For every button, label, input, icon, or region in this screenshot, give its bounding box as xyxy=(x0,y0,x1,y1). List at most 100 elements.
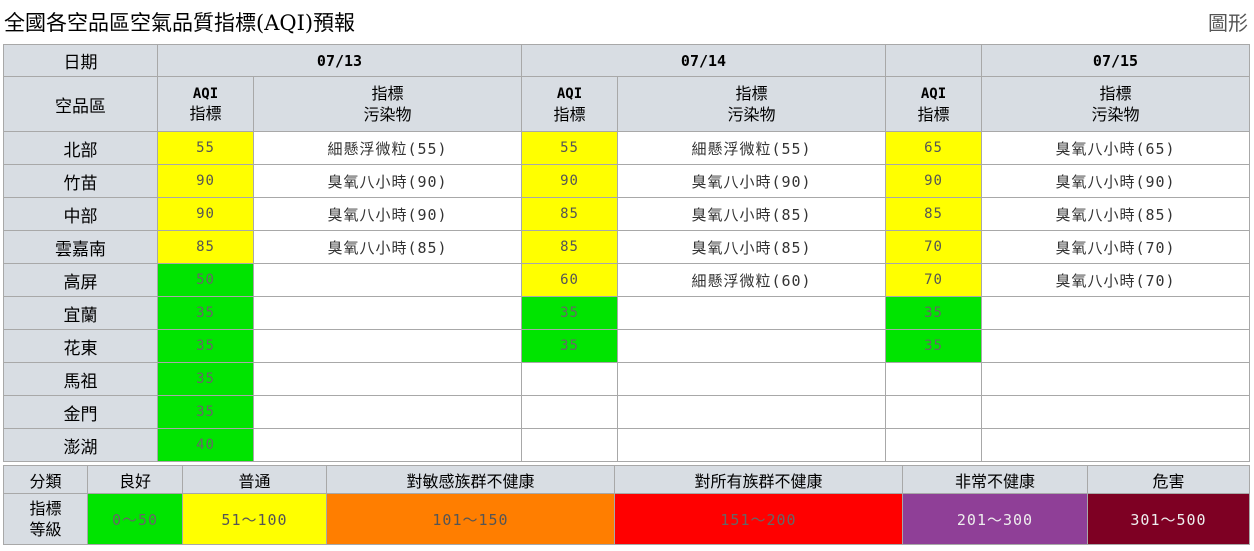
legend-range-usg: 101～150 xyxy=(326,493,615,545)
legend-range-very_unhealthy: 201～300 xyxy=(902,493,1088,545)
aqi-header-line1: AQI xyxy=(556,85,583,102)
table-row: 雲嘉南 85 臭氧八小時(85) 85 臭氧八小時(85) 70 臭氧八小時(70) xyxy=(3,230,1250,264)
pollutant-header-line1: 指標 xyxy=(371,84,404,103)
aqi-value-cell: 35 xyxy=(157,362,254,396)
area-name-cell: 竹苗 xyxy=(3,164,158,198)
pollutant-cell xyxy=(253,296,522,330)
table-row: 竹苗 90 臭氧八小時(90) 90 臭氧八小時(90) 90 臭氧八小時(90) xyxy=(3,164,1250,198)
column-header-row: 空品區 AQI 指標 指標 污染物 AQI 指標 指標 污染物 AQI 指標 指標 污染物 xyxy=(3,76,1250,132)
legend-index-label: 指標 等級 xyxy=(3,493,88,545)
table-row: 宜蘭 35 35 35 xyxy=(3,296,1250,330)
aqi-table-body: 北部 55 細懸浮微粒(55) 55 細懸浮微粒(55) 65 臭氧八小時(65) 竹苗 90 臭… xyxy=(3,131,1250,462)
aqi-legend-table: 分類 良好 普通 對敏感族群不健康 對所有族群不健康 非常不健康 危害 指標 等級… xyxy=(3,465,1250,545)
table-row: 澎湖 40 xyxy=(3,428,1250,462)
legend-range-moderate: 51～100 xyxy=(182,493,327,545)
aqi-value-cell xyxy=(885,362,982,396)
date-header-spacer xyxy=(885,44,982,77)
table-row: 中部 90 臭氧八小時(90) 85 臭氧八小時(85) 85 臭氧八小時(85) xyxy=(3,197,1250,231)
pollutant-cell xyxy=(981,329,1250,363)
pollutant-header-day2: 指標 污染物 xyxy=(617,76,886,132)
aqi-value-cell xyxy=(521,395,618,429)
aqi-value-cell: 90 xyxy=(885,164,982,198)
area-name-cell: 金門 xyxy=(3,395,158,429)
page-title: 全國各空品區空氣品質指標(AQI)預報 xyxy=(4,11,356,35)
aqi-value-cell: 85 xyxy=(521,197,618,231)
aqi-header-day3: AQI 指標 xyxy=(885,76,982,132)
aqi-value-cell xyxy=(521,428,618,462)
table-row: 馬祖 35 xyxy=(3,362,1250,396)
aqi-value-cell: 50 xyxy=(157,263,254,297)
aqi-value-cell: 35 xyxy=(157,395,254,429)
area-name-cell: 雲嘉南 xyxy=(3,230,158,264)
aqi-value-cell: 90 xyxy=(521,164,618,198)
pollutant-cell: 細懸浮微粒(55) xyxy=(617,131,886,165)
pollutant-cell xyxy=(617,362,886,396)
aqi-value-cell: 55 xyxy=(521,131,618,165)
pollutant-cell xyxy=(253,395,522,429)
aqi-value-cell: 55 xyxy=(157,131,254,165)
aqi-header-line1: AQI xyxy=(192,86,219,102)
aqi-value-cell: 90 xyxy=(157,197,254,231)
pollutant-header-line2: 污染物 xyxy=(1091,105,1140,124)
aqi-value-cell: 35 xyxy=(885,329,982,363)
area-name-cell: 馬祖 xyxy=(3,362,158,396)
aqi-value-cell: 70 xyxy=(885,230,982,264)
pollutant-cell xyxy=(253,329,522,363)
aqi-value-cell: 70 xyxy=(885,263,982,297)
aqi-header-day1: AQI 指標 xyxy=(157,76,254,132)
table-row: 北部 55 細懸浮微粒(55) 55 細懸浮微粒(55) 65 臭氧八小時(65) xyxy=(3,131,1250,165)
aqi-header-line2: 指標 xyxy=(553,104,586,124)
aqi-value-cell xyxy=(521,362,618,396)
pollutant-cell: 臭氧八小時(90) xyxy=(253,164,522,198)
date-header-day2: 07/14 xyxy=(521,44,886,77)
pollutant-header-day1: 指標 污染物 xyxy=(253,76,522,132)
pollutant-cell xyxy=(981,362,1250,396)
legend-level-name: 危害 xyxy=(1087,465,1250,494)
legend-range-unhealthy: 151～200 xyxy=(614,493,903,545)
legend-index-label-line2: 等級 xyxy=(29,520,62,539)
pollutant-header-line1: 指標 xyxy=(735,84,768,103)
graph-view-link[interactable]: 圖形 xyxy=(1208,11,1248,35)
date-header-day3: 07/15 xyxy=(981,44,1250,77)
pollutant-cell: 臭氧八小時(90) xyxy=(617,164,886,198)
area-header-label: 空品區 xyxy=(3,76,158,132)
pollutant-cell xyxy=(253,263,522,297)
legend-range-good: 0～50 xyxy=(87,493,183,545)
pollutant-cell: 臭氧八小時(65) xyxy=(981,131,1250,165)
pollutant-cell: 細懸浮微粒(60) xyxy=(617,263,886,297)
aqi-value-cell: 85 xyxy=(521,230,618,264)
table-row: 金門 35 xyxy=(3,395,1250,429)
pollutant-cell: 臭氧八小時(90) xyxy=(253,197,522,231)
area-name-cell: 高屏 xyxy=(3,263,158,297)
legend-range-hazardous: 301～500 xyxy=(1087,493,1250,545)
pollutant-cell: 臭氧八小時(90) xyxy=(981,164,1250,198)
aqi-header-line2: 指標 xyxy=(189,104,222,123)
date-header-label: 日期 xyxy=(3,44,158,77)
aqi-value-cell: 40 xyxy=(157,428,254,462)
date-header-day1: 07/13 xyxy=(157,44,522,77)
pollutant-cell: 臭氧八小時(70) xyxy=(981,263,1250,297)
aqi-value-cell xyxy=(885,428,982,462)
pollutant-cell: 臭氧八小時(85) xyxy=(253,230,522,264)
aqi-value-cell: 35 xyxy=(157,296,254,330)
aqi-forecast-table: 日期 07/13 07/14 07/15 空品區 AQI 指標 指標 污染物 AQI… xyxy=(3,44,1250,462)
aqi-value-cell: 35 xyxy=(885,296,982,330)
pollutant-cell: 臭氧八小時(85) xyxy=(981,197,1250,231)
area-name-cell: 北部 xyxy=(3,131,158,165)
pollutant-cell xyxy=(981,395,1250,429)
pollutant-cell: 細懸浮微粒(55) xyxy=(253,131,522,165)
pollutant-header-line2: 污染物 xyxy=(363,105,412,124)
legend-level-name: 對敏感族群不健康 xyxy=(326,465,615,494)
aqi-value-cell: 60 xyxy=(521,263,618,297)
legend-level-name: 普通 xyxy=(182,465,327,494)
legend-range-row: 指標 等級 0～50 51～100 101～150 151～200 201～300 301～… xyxy=(3,493,1250,545)
pollutant-cell xyxy=(617,296,886,330)
pollutant-cell xyxy=(981,296,1250,330)
area-name-cell: 中部 xyxy=(3,197,158,231)
pollutant-header-line2: 污染物 xyxy=(727,105,776,124)
aqi-header-line1: AQI xyxy=(920,85,947,102)
aqi-value-cell: 90 xyxy=(157,164,254,198)
pollutant-cell xyxy=(617,329,886,363)
aqi-value-cell: 35 xyxy=(521,329,618,363)
pollutant-cell xyxy=(253,428,522,462)
